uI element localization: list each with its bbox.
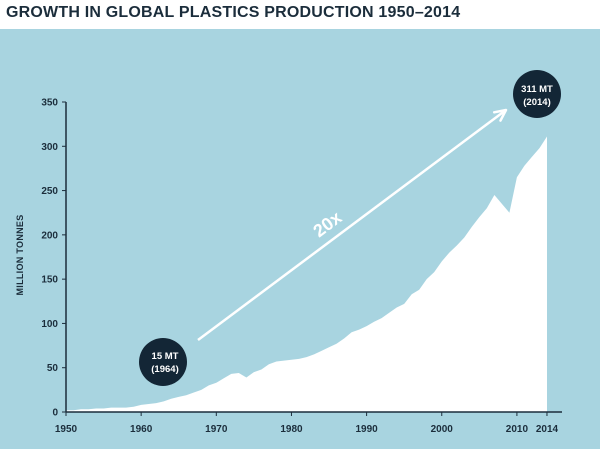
annotation-2014-year: (2014): [523, 97, 550, 108]
y-ticks: 0 50 100 150 200 250 300 350: [41, 98, 66, 419]
y-tick-label: 50: [47, 363, 59, 374]
y-tick-label: 250: [41, 186, 58, 197]
x-tick-label: 1970: [205, 424, 228, 435]
x-tick-label: 1950: [55, 424, 78, 435]
x-tick-label: 1960: [130, 424, 153, 435]
y-tick-label: 0: [52, 408, 58, 419]
y-tick-label: 350: [41, 98, 58, 109]
x-tick-label: 1990: [355, 424, 378, 435]
x-ticks: 1950 1960 1970 1980 1990 2000 2010 2014: [55, 412, 559, 435]
annotation-2014-value: 311 MT: [521, 84, 553, 95]
annotation-1964-circle: [139, 338, 187, 386]
annotation-2014-circle: [513, 70, 561, 118]
y-tick-label: 200: [41, 230, 58, 241]
x-tick-label: 1980: [280, 424, 303, 435]
x-tick-label: 2000: [431, 424, 454, 435]
x-tick-label: 2010: [506, 424, 529, 435]
y-tick-label: 300: [41, 142, 58, 153]
growth-arrow-head: [492, 108, 508, 122]
y-tick-label: 100: [41, 319, 58, 330]
growth-arrow: [197, 108, 508, 342]
annotation-1964: 15 MT (1964): [139, 338, 187, 386]
production-area: [66, 136, 547, 412]
x-tick-label: 2014: [536, 424, 559, 435]
annotation-1964-value: 15 MT: [152, 351, 179, 362]
y-tick-label: 150: [41, 275, 58, 286]
annotation-2014: 311 MT (2014): [513, 70, 561, 118]
chart-title: GROWTH IN GLOBAL PLASTICS PRODUCTION 195…: [6, 4, 461, 21]
annotation-1964-year: (1964): [151, 364, 178, 375]
growth-arrow-line: [197, 108, 507, 342]
y-axis-label: MILLION TONNES: [15, 214, 25, 295]
